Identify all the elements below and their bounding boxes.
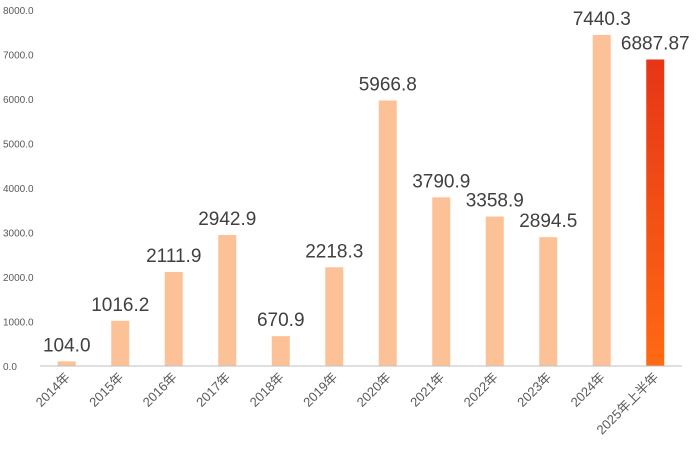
- data-label: 3358.9: [466, 191, 524, 212]
- x-tick-label: 2016年: [140, 370, 180, 410]
- data-label: 2111.9: [146, 246, 201, 267]
- y-tick-label: 3000.0: [3, 229, 34, 240]
- x-axis: 2014年 2015年 2016年 2017年 2018年 2019年 2020年 2021年…: [33, 365, 682, 437]
- data-label: 1016.2: [91, 295, 149, 316]
- bar: [485, 216, 504, 366]
- data-label: 2894.5: [519, 211, 577, 232]
- x-tick-label: 2014年: [33, 370, 73, 410]
- data-label: 2942.9: [198, 209, 256, 230]
- data-label: 6887.87: [621, 33, 690, 54]
- data-label: 104.0: [43, 335, 91, 356]
- bar: [592, 34, 611, 367]
- x-tick-label: 2024年: [568, 370, 608, 410]
- bar: [111, 320, 130, 366]
- x-tick-label: 2017年: [193, 370, 233, 410]
- x-tick-label: 2023年: [514, 370, 554, 410]
- data-label: 670.9: [257, 310, 305, 331]
- y-tick-label: 8000.0: [3, 6, 34, 17]
- x-tick-label: 2019年: [300, 370, 340, 410]
- data-label: 7440.3: [573, 9, 631, 30]
- bar: [539, 237, 558, 366]
- x-tick-label: 2015年: [86, 370, 126, 410]
- y-tick-label: 0.0: [3, 362, 17, 373]
- y-axis: 0.0 1000.0 2000.0 3000.0 4000.0 5000.0 6000.0 7…: [3, 6, 34, 373]
- bar: [378, 100, 397, 366]
- y-tick-label: 5000.0: [3, 140, 34, 151]
- bar-highlight: [646, 59, 665, 367]
- bar: [218, 235, 237, 366]
- y-tick-label: 2000.0: [3, 273, 34, 284]
- y-tick-label: 1000.0: [3, 318, 34, 329]
- data-label: 3790.9: [412, 171, 470, 192]
- x-tick-label: 2020年: [354, 370, 394, 410]
- bar: [164, 272, 183, 366]
- x-tick-label: 2018年: [247, 370, 287, 410]
- bar: [57, 361, 76, 366]
- bar: [325, 267, 344, 366]
- x-tick-label: 2021年: [407, 370, 447, 410]
- data-label: 5966.8: [359, 74, 417, 95]
- x-tick-label: 2022年: [461, 370, 501, 410]
- bar: [271, 336, 290, 366]
- y-tick-label: 7000.0: [3, 51, 34, 62]
- data-label: 2218.3: [305, 241, 363, 262]
- y-tick-label: 4000.0: [3, 184, 34, 195]
- bars: [57, 34, 665, 367]
- y-tick-label: 6000.0: [3, 95, 34, 106]
- bar: [432, 197, 451, 366]
